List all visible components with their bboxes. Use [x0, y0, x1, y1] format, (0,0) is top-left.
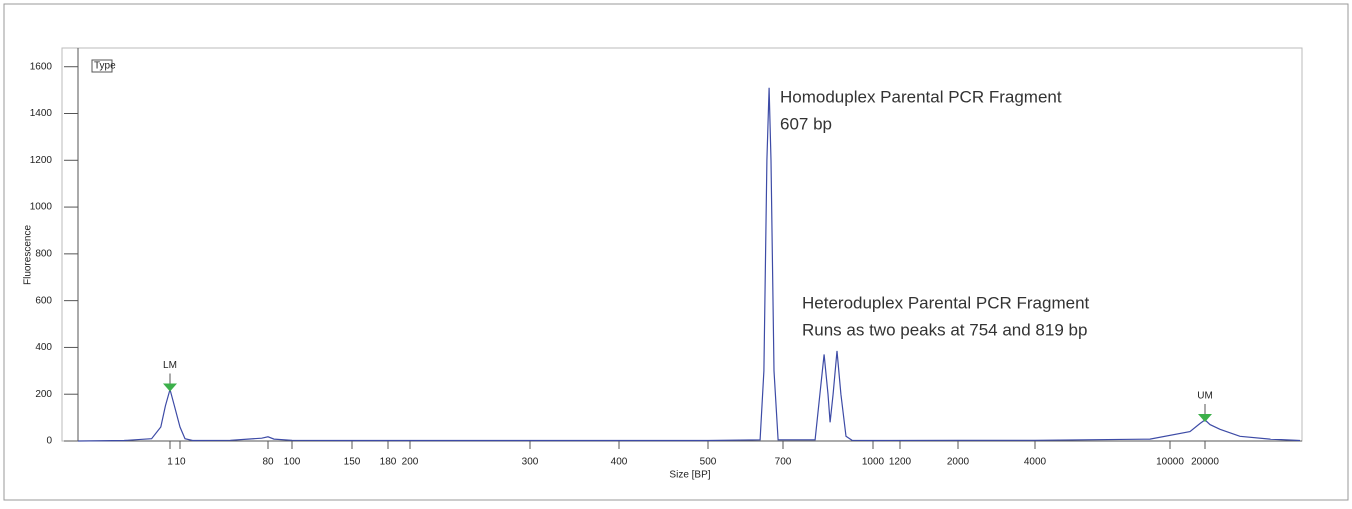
x-tick-label: 500	[700, 457, 717, 468]
legend-box	[91, 59, 113, 73]
marker-label: LM	[163, 360, 177, 371]
x-tick-label: 180	[380, 457, 397, 468]
legend-title: Type	[94, 61, 116, 72]
x-tick-label: 200	[402, 457, 419, 468]
marker-label: UM	[1197, 391, 1213, 402]
x-tick-label: 80	[262, 457, 274, 468]
x-tick-label: 1000	[862, 457, 885, 468]
annotation: Homoduplex Parental PCR Fragment	[780, 87, 1062, 106]
y-tick-label: 0	[46, 436, 52, 447]
x-axis-label: Size [BP]	[669, 470, 710, 481]
y-tick-label: 1200	[30, 155, 53, 166]
y-tick-label: 200	[35, 389, 52, 400]
x-tick-label: 10	[174, 457, 186, 468]
frame	[3, 3, 1349, 501]
y-tick-label: 800	[35, 248, 52, 259]
x-tick-label: 10000	[1156, 457, 1184, 468]
x-tick-label: 300	[522, 457, 539, 468]
x-tick-label: 20000	[1191, 457, 1219, 468]
trace	[77, 87, 1301, 442]
x-tick-label: 700	[775, 457, 792, 468]
y-axis-label: Fluorescence	[23, 225, 34, 285]
x-tick-label: 150	[344, 457, 361, 468]
y-tick-label: 600	[35, 295, 52, 306]
y-tick-label: 1600	[30, 61, 53, 72]
x-tick-label: 100	[284, 457, 301, 468]
annotation: Runs as two peaks at 754 and 819 bp	[802, 320, 1087, 339]
x-tick-label: 400	[611, 457, 628, 468]
marker	[163, 383, 177, 392]
x-tick-label: 4000	[1024, 457, 1047, 468]
annotation: Heteroduplex Parental PCR Fragment	[802, 293, 1090, 312]
x-tick-label: 2000	[947, 457, 970, 468]
y-tick-label: 1400	[30, 108, 53, 119]
annotation: 607 bp	[780, 114, 832, 133]
y-tick-label: 400	[35, 342, 52, 353]
marker	[1198, 413, 1212, 422]
x-tick-label: 1200	[889, 457, 912, 468]
y-tick-label: 1000	[30, 202, 53, 213]
x-tick-label: 1	[167, 457, 173, 468]
